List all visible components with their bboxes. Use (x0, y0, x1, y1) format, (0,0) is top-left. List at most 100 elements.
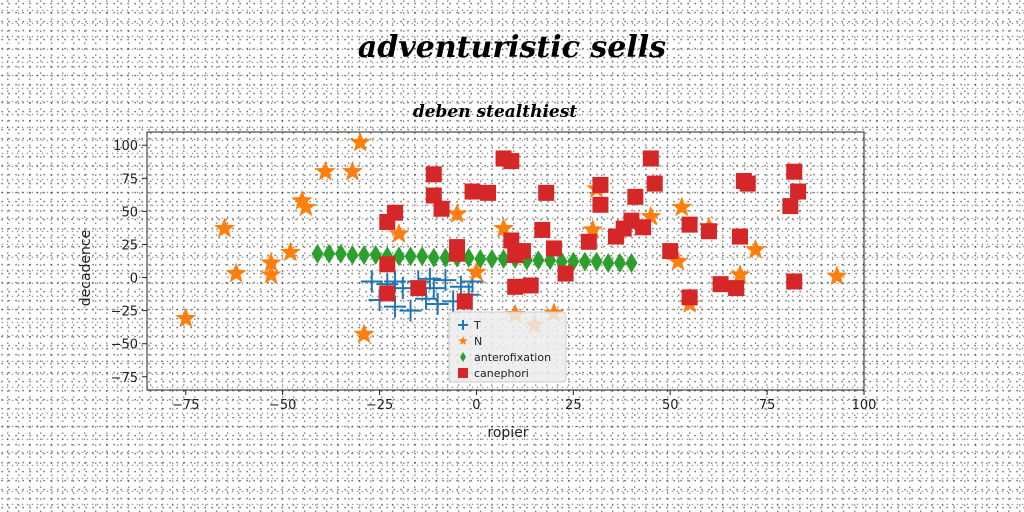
legend-marker (460, 352, 466, 362)
data-point (667, 250, 689, 271)
data-point (422, 277, 445, 300)
data-point (826, 265, 848, 286)
y-tick-label: 25 (121, 238, 138, 253)
data-point (493, 217, 514, 238)
data-point (346, 245, 359, 266)
data-point (514, 243, 531, 260)
data-point (728, 280, 745, 297)
legend-marker (458, 368, 468, 378)
plot-frame (146, 131, 865, 391)
y-tick-label: 50 (121, 205, 138, 220)
data-point (625, 252, 638, 273)
x-tick-label: −50 (269, 398, 296, 413)
data-point (439, 247, 452, 268)
data-point (418, 267, 441, 290)
data-point (260, 252, 282, 272)
data-point (425, 187, 442, 204)
data-point (426, 293, 449, 315)
data-point (416, 246, 429, 267)
series-canephori (379, 150, 807, 310)
data-point (662, 243, 679, 260)
legend-label: anterofixation (474, 351, 551, 364)
y-axis-label: decadence (78, 230, 94, 306)
data-point (681, 216, 698, 233)
x-axis-label: ropier (487, 425, 528, 441)
data-point (642, 150, 659, 167)
data-point (786, 273, 803, 290)
data-point (538, 184, 555, 201)
data-point (582, 218, 604, 239)
data-point (466, 261, 487, 282)
data-point (592, 176, 609, 193)
data-point (578, 251, 591, 272)
data-point (580, 233, 597, 250)
data-point (341, 160, 363, 181)
data-point (425, 166, 442, 183)
legend-box (448, 311, 567, 383)
x-tick-label: 50 (662, 398, 679, 413)
data-point (369, 245, 382, 266)
data-point (613, 252, 626, 273)
data-point (349, 131, 371, 152)
data-point (790, 183, 807, 200)
data-point (485, 249, 498, 270)
data-point (646, 175, 663, 192)
data-point (427, 247, 440, 268)
figure-title: adventuristic sells (357, 30, 667, 65)
legend-label: canephori (474, 367, 529, 380)
data-point (503, 153, 520, 170)
data-point (360, 270, 383, 293)
data-point (449, 245, 466, 262)
data-point (379, 256, 396, 273)
plot-area: −75 −50 −25 0 25 50 75 100 −75 −50 −25 0 25 50 75 100 TN… (111, 131, 877, 413)
data-point (739, 175, 756, 192)
data-point (712, 276, 729, 293)
data-point (433, 200, 450, 217)
legend-label: N (474, 335, 482, 348)
data-point (314, 160, 336, 181)
legend-marker (458, 320, 468, 330)
data-point (729, 263, 751, 284)
data-point (399, 299, 422, 322)
data-point (544, 250, 557, 271)
data-point (700, 223, 717, 240)
data-point (434, 269, 457, 292)
data-point (590, 251, 603, 272)
data-point (323, 243, 336, 264)
legend-label: T (473, 319, 481, 332)
data-point (462, 247, 475, 268)
data-point (545, 240, 562, 257)
data-point (214, 217, 235, 238)
data-point (534, 221, 551, 238)
data-point (635, 219, 652, 236)
data-point (410, 280, 427, 297)
y-tick-label: −25 (111, 305, 138, 320)
data-point (592, 196, 609, 213)
data-point (520, 250, 533, 271)
data-point (671, 196, 693, 217)
data-point (745, 238, 766, 259)
data-point (507, 278, 524, 295)
data-point (260, 263, 282, 284)
data-point (522, 277, 539, 294)
data-point (480, 184, 497, 201)
x-tick-label: −75 (172, 398, 199, 413)
x-tick-label: 100 (852, 398, 877, 413)
data-point (464, 183, 481, 200)
y-tick-label: 100 (113, 139, 138, 154)
data-point (446, 203, 468, 223)
data-point (456, 293, 473, 310)
x-tick-label: 0 (472, 398, 480, 413)
x-tick-label: −25 (366, 398, 393, 413)
data-point (388, 222, 410, 243)
data-point (334, 243, 347, 264)
data-point (392, 246, 405, 267)
data-point (786, 163, 803, 180)
data-point (627, 188, 644, 205)
data-point (404, 246, 417, 267)
data-point (602, 252, 615, 273)
data-point (681, 289, 698, 306)
data-point (731, 228, 748, 245)
data-point (353, 323, 375, 344)
